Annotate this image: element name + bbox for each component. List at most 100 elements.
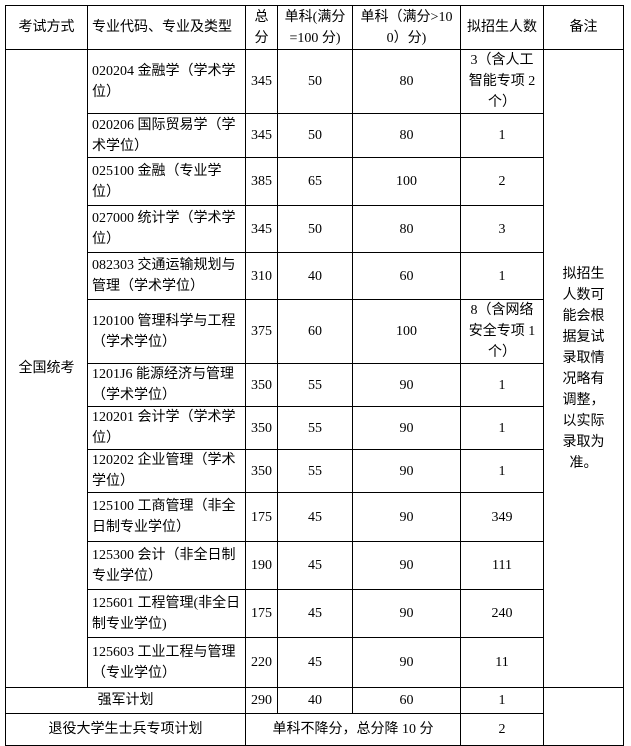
remark-cell: 拟招生人数可能会根据复试录取情况略有调整，以实际录取为准。 [543, 49, 624, 688]
total-score-cell: 290 [245, 687, 278, 714]
total-score-cell: 220 [245, 637, 278, 688]
major-cell: 120100 管理科学与工程（学术学位） [87, 299, 246, 364]
quota-cell: 11 [460, 637, 544, 688]
single-100-cell: 45 [277, 637, 353, 688]
veteran-plan-label: 退役大学生士兵专项计划 [5, 713, 246, 746]
single-over-100-cell: 90 [352, 637, 461, 688]
table-row: 120201 会计学（学术学位） 350 55 90 1 [6, 406, 624, 450]
single-over-100-cell: 90 [352, 541, 461, 590]
total-score-cell: 345 [245, 113, 278, 158]
table-row: 125601 工程管理(非全日制专业学位) 175 45 90 240 [6, 589, 624, 638]
single-100-cell: 55 [277, 406, 353, 450]
single-100-cell: 50 [277, 205, 353, 253]
total-score-cell: 310 [245, 252, 278, 300]
total-score-cell: 350 [245, 406, 278, 450]
quota-cell: 1 [460, 406, 544, 450]
total-score-cell: 350 [245, 363, 278, 407]
header-cell: 备注 [543, 5, 624, 50]
single-over-100-cell: 100 [352, 299, 461, 364]
major-cell: 125100 工商管理（非全日制专业学位） [87, 492, 246, 542]
remark-empty-cell [543, 687, 624, 746]
veteran-rule-cell: 单科不降分，总分降 10 分 [245, 713, 461, 746]
total-score-cell: 345 [245, 49, 278, 114]
veteran-plan-row: 退役大学生士兵专项计划 单科不降分，总分降 10 分 2 [5, 713, 624, 746]
major-cell: 120201 会计学（学术学位） [87, 406, 246, 450]
total-score-cell: 350 [245, 449, 278, 493]
major-cell: 125300 会计（非全日制专业学位） [87, 541, 246, 590]
single-over-100-cell: 60 [352, 252, 461, 300]
quota-cell: 1 [460, 363, 544, 407]
quota-cell: 240 [460, 589, 544, 638]
single-over-100-cell: 90 [352, 363, 461, 407]
header-cell: 拟招生人数 [460, 5, 544, 50]
quota-cell: 8（含网络安全专项 1 个） [460, 299, 544, 364]
single-100-cell: 45 [277, 492, 353, 542]
quota-cell: 1 [460, 687, 544, 714]
single-100-cell: 55 [277, 449, 353, 493]
major-cell: 1201J6 能源经济与管理（学术学位） [87, 363, 246, 407]
major-cell: 125601 工程管理(非全日制专业学位) [87, 589, 246, 638]
table-row: 025100 金融（专业学位） 385 65 100 2 [6, 157, 624, 206]
table-row: 020206 国际贸易学（学术学位） 345 50 80 1 [6, 113, 624, 158]
total-score-cell: 175 [245, 589, 278, 638]
table-row: 027000 统计学（学术学位） 345 50 80 3 [6, 205, 624, 253]
exam-mode-cell: 全国统考 [5, 49, 88, 688]
single-over-100-cell: 80 [352, 113, 461, 158]
single-100-cell: 40 [277, 252, 353, 300]
major-cell: 027000 统计学（学术学位） [87, 205, 246, 253]
single-over-100-cell: 90 [352, 406, 461, 450]
total-score-cell: 345 [245, 205, 278, 253]
army-plan-label: 强军计划 [5, 687, 246, 714]
single-100-cell: 45 [277, 541, 353, 590]
major-cell: 025100 金融（专业学位） [87, 157, 246, 206]
single-over-100-cell: 80 [352, 49, 461, 114]
single-100-cell: 40 [277, 687, 353, 714]
quota-cell: 2 [460, 157, 544, 206]
major-cell: 125603 工业工程与管理（专业学位） [87, 637, 246, 688]
single-over-100-cell: 60 [352, 687, 461, 714]
quota-cell: 3（含人工智能专项 2 个） [460, 49, 544, 114]
header-cell: 总分 [245, 5, 278, 50]
single-over-100-cell: 90 [352, 589, 461, 638]
total-score-cell: 190 [245, 541, 278, 590]
major-cell: 020206 国际贸易学（学术学位） [87, 113, 246, 158]
quota-cell: 1 [460, 449, 544, 493]
admission-table: 考试方式 专业代码、专业及类型 总分 单科(满分=100 分) 单科（满分>10… [5, 5, 624, 746]
quota-cell: 349 [460, 492, 544, 542]
major-cell: 082303 交通运输规划与管理（学术学位） [87, 252, 246, 300]
header-cell: 考试方式 [5, 5, 88, 50]
single-100-cell: 50 [277, 49, 353, 114]
major-cell: 020204 金融学（学术学位） [87, 49, 246, 114]
quota-cell: 2 [460, 713, 544, 746]
total-score-cell: 175 [245, 492, 278, 542]
quota-cell: 111 [460, 541, 544, 590]
quota-cell: 1 [460, 252, 544, 300]
single-100-cell: 50 [277, 113, 353, 158]
total-score-cell: 385 [245, 157, 278, 206]
table-row: 1201J6 能源经济与管理（学术学位） 350 55 90 1 [6, 363, 624, 407]
single-100-cell: 65 [277, 157, 353, 206]
total-score-cell: 375 [245, 299, 278, 364]
table-row: 125603 工业工程与管理（专业学位） 220 45 90 11 [6, 637, 624, 688]
quota-cell: 3 [460, 205, 544, 253]
single-over-100-cell: 80 [352, 205, 461, 253]
single-100-cell: 55 [277, 363, 353, 407]
header-cell: 单科(满分=100 分) [277, 5, 353, 50]
table-row: 全国统考 020204 金融学（学术学位） 345 50 80 3（含人工智能专项 2 个… [5, 49, 624, 688]
table-row: 082303 交通运输规划与管理（学术学位） 310 40 60 1 [6, 252, 624, 300]
table-row: 120202 企业管理（学术学位） 350 55 90 1 [6, 449, 624, 493]
single-100-cell: 60 [277, 299, 353, 364]
army-plan-row: 强军计划 290 40 60 1 [5, 687, 624, 746]
single-over-100-cell: 100 [352, 157, 461, 206]
major-cell: 120202 企业管理（学术学位） [87, 449, 246, 493]
single-over-100-cell: 90 [352, 492, 461, 542]
header-row: 考试方式 专业代码、专业及类型 总分 单科(满分=100 分) 单科（满分>10… [5, 5, 624, 50]
header-cell: 专业代码、专业及类型 [87, 5, 246, 50]
header-cell: 单科（满分>100）分) [352, 5, 461, 50]
single-over-100-cell: 90 [352, 449, 461, 493]
table-row: 120100 管理科学与工程（学术学位） 375 60 100 8（含网络安全专项 1 … [6, 299, 624, 364]
single-100-cell: 45 [277, 589, 353, 638]
quota-cell: 1 [460, 113, 544, 158]
table-row: 125300 会计（非全日制专业学位） 190 45 90 111 [6, 541, 624, 590]
table-row: 125100 工商管理（非全日制专业学位） 175 45 90 349 [6, 492, 624, 542]
